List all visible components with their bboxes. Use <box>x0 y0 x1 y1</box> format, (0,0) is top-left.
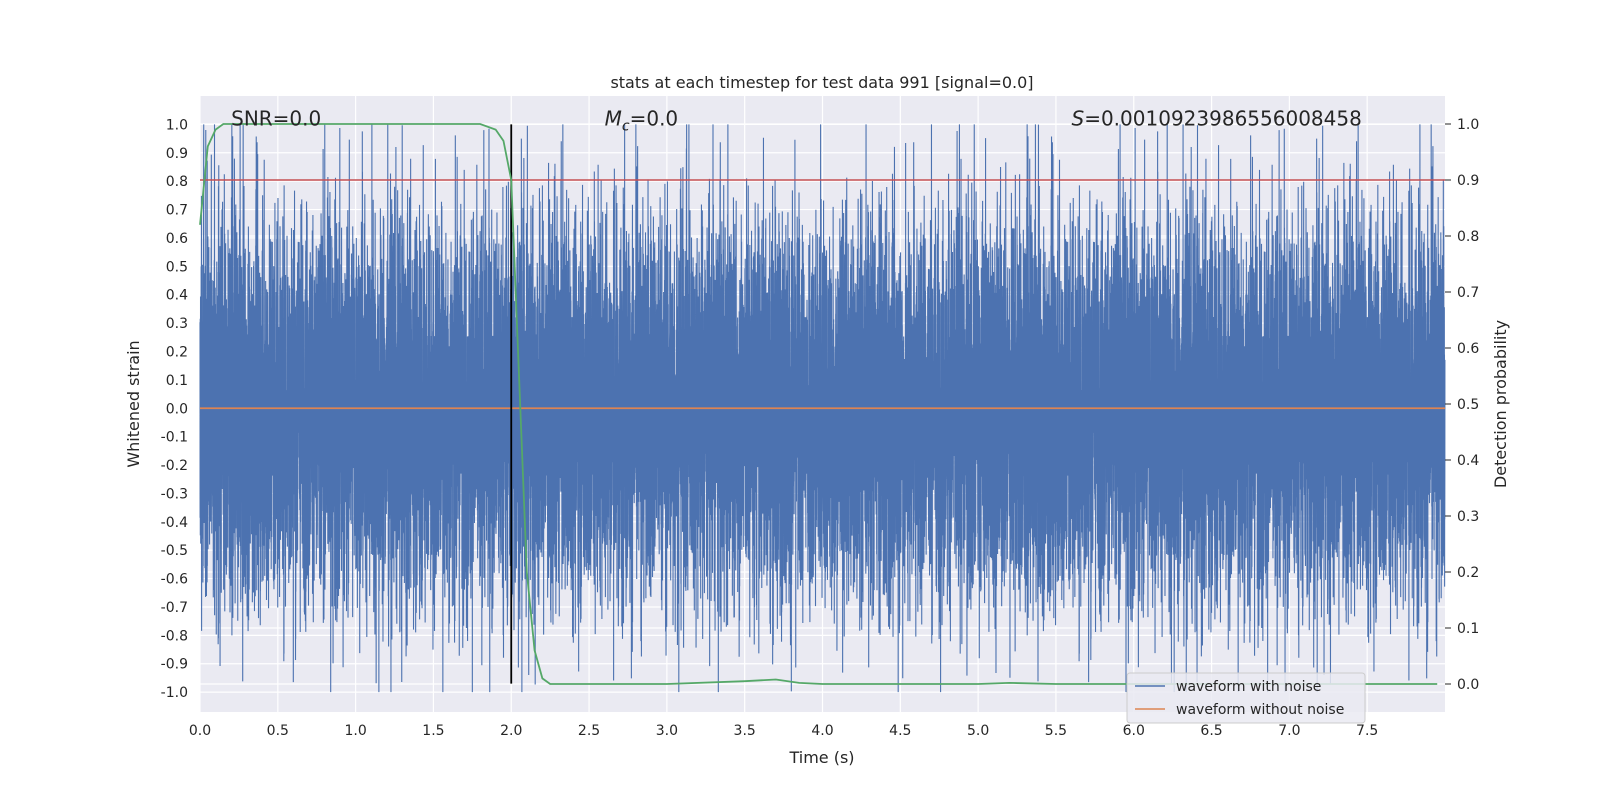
y-tick-label-right: 0.5 <box>1457 397 1479 413</box>
y-tick-label-left: 0.2 <box>166 344 188 360</box>
y-tick-label-left: 0.3 <box>166 316 188 332</box>
y-tick-label-right: 1.0 <box>1457 117 1479 133</box>
y-tick-label-left: -0.9 <box>161 657 188 673</box>
y-tick-label-right: 0.2 <box>1457 565 1479 581</box>
y-tick-label-left: -1.0 <box>161 685 188 701</box>
x-tick-label: 6.0 <box>1123 723 1145 739</box>
annotation-statistic-symbol: S <box>1072 107 1085 131</box>
x-tick-label: 7.5 <box>1356 723 1378 739</box>
y-tick-label-right: 0.1 <box>1457 621 1479 637</box>
y-tick-label-left: -0.5 <box>161 543 188 559</box>
detection-probability-path <box>199 123 1438 685</box>
legend: waveform with noise waveform without noi… <box>1126 672 1366 724</box>
y-tick-label-left: 0.5 <box>166 259 188 275</box>
y-tick-label-right: 0.3 <box>1457 509 1479 525</box>
x-tick-label: 4.5 <box>889 723 911 739</box>
y-tick-label-left: -0.8 <box>161 628 188 644</box>
annotation-statistic-value: =0.0010923986556008458 <box>1084 107 1362 131</box>
y-tick-label-left: -0.7 <box>161 600 188 616</box>
annotation-snr: SNR=0.0 <box>231 107 321 131</box>
annotation-chirp-mass: Mc=0.0 <box>605 107 679 135</box>
y-axis-label: Whitened strain <box>124 340 143 467</box>
y-tick-label-right: 0.7 <box>1457 285 1479 301</box>
annotation-chirp-mass-subscript: c <box>622 119 630 135</box>
series-detection-probability <box>199 123 1438 685</box>
y-tick-label-left: 1.0 <box>166 117 188 133</box>
series-waveform-with-noise <box>199 124 1446 693</box>
annotation-chirp-mass-value: =0.0 <box>630 107 679 131</box>
x-tick-label: 2.5 <box>578 723 600 739</box>
y-tick-label-left: -0.4 <box>161 515 188 531</box>
x-axis: 0.0 0.5 1.0 1.5 2.0 2.5 3.0 3.5 4.0 4.5 5.0 5.5 6.0 6… <box>189 723 1378 739</box>
x-tick-label: 0.5 <box>267 723 289 739</box>
y-tick-label-right: 0.6 <box>1457 341 1479 357</box>
y-tick-label-right: 0.0 <box>1457 677 1479 693</box>
y-tick-label-left: 0.8 <box>166 174 188 190</box>
y-tick-label-left: 0.1 <box>166 373 188 389</box>
y-axis-right: 1.0 0.9 0.8 0.7 0.6 0.5 0.4 0.3 0.2 0.1 0.0 <box>1445 117 1479 693</box>
noise-waveform-path <box>199 124 1446 693</box>
x-tick-label: 4.0 <box>811 723 833 739</box>
y-tick-label-left: 0.7 <box>166 203 188 219</box>
x-tick-label: 5.0 <box>967 723 989 739</box>
y-tick-label-left: -0.6 <box>161 572 188 588</box>
x-tick-label: 1.0 <box>344 723 366 739</box>
y-tick-label-right: 0.8 <box>1457 229 1479 245</box>
y-tick-label-left: -0.1 <box>161 430 188 446</box>
x-tick-label: 3.5 <box>734 723 756 739</box>
annotation-statistic: S=0.0010923986556008458 <box>1072 107 1362 131</box>
y-axis-left: 1.0 0.9 0.8 0.7 0.6 0.5 0.4 0.3 0.2 0.1 0.0 -0.1 -0.… <box>161 117 188 701</box>
x-axis-label: Time (s) <box>788 748 854 767</box>
y-tick-label-left: 0.0 <box>166 401 188 417</box>
y-tick-label-right: 0.4 <box>1457 453 1479 469</box>
y-tick-label-right: 0.9 <box>1457 173 1479 189</box>
legend-entry-waveform-with-noise: waveform with noise <box>1176 679 1321 695</box>
y-axis-right-label: Detection probability <box>1491 320 1510 488</box>
y-tick-label-left: 0.4 <box>166 288 188 304</box>
legend-entry-waveform-without-noise: waveform without noise <box>1176 702 1344 718</box>
y-tick-label-left: -0.2 <box>161 458 188 474</box>
x-tick-label: 1.5 <box>422 723 444 739</box>
x-tick-label: 5.5 <box>1045 723 1067 739</box>
annotation-chirp-mass-symbol: M <box>605 107 622 131</box>
x-tick-label: 0.0 <box>189 723 211 739</box>
legend-box <box>1126 672 1366 724</box>
chart-title: stats at each timestep for test data 991… <box>610 73 1033 92</box>
x-tick-label: 3.0 <box>656 723 678 739</box>
y-tick-label-left: -0.3 <box>161 486 188 502</box>
x-tick-label: 6.5 <box>1200 723 1222 739</box>
y-tick-label-left: 0.6 <box>166 231 188 247</box>
x-tick-label: 2.0 <box>500 723 522 739</box>
y-tick-label-left: 0.9 <box>166 146 188 162</box>
x-tick-label: 7.0 <box>1278 723 1300 739</box>
